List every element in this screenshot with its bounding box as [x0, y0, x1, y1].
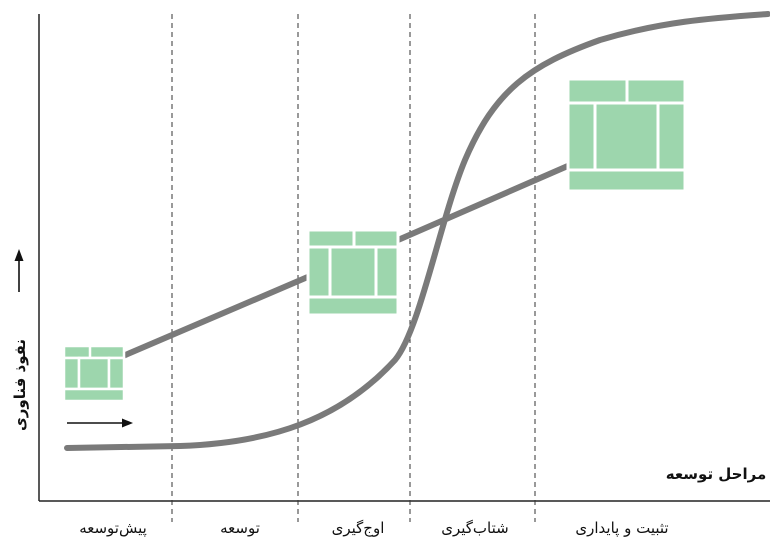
x-axis-title: مراحل توسعه [666, 465, 767, 483]
block-icon [62, 344, 126, 403]
block-icon [566, 77, 687, 193]
stage-label-development: توسعه [220, 519, 260, 537]
y-axis-title: نفوذ فناوری [11, 339, 29, 431]
stage-label-acceleration: شتاب‌گیری [441, 519, 508, 537]
stage-label-pre-development: پیش‌توسعه [79, 519, 147, 538]
growth-line [120, 162, 573, 359]
stage-label-take-off: اوج‌گیری [332, 519, 385, 538]
s-curve [64, 11, 770, 451]
block-icon [306, 228, 400, 317]
arrow-right-icon [67, 418, 133, 428]
stage-dividers [171, 14, 536, 522]
stage-label-stabilization: تثبیت و پایداری [575, 519, 668, 538]
arrow-up-icon [14, 249, 24, 292]
